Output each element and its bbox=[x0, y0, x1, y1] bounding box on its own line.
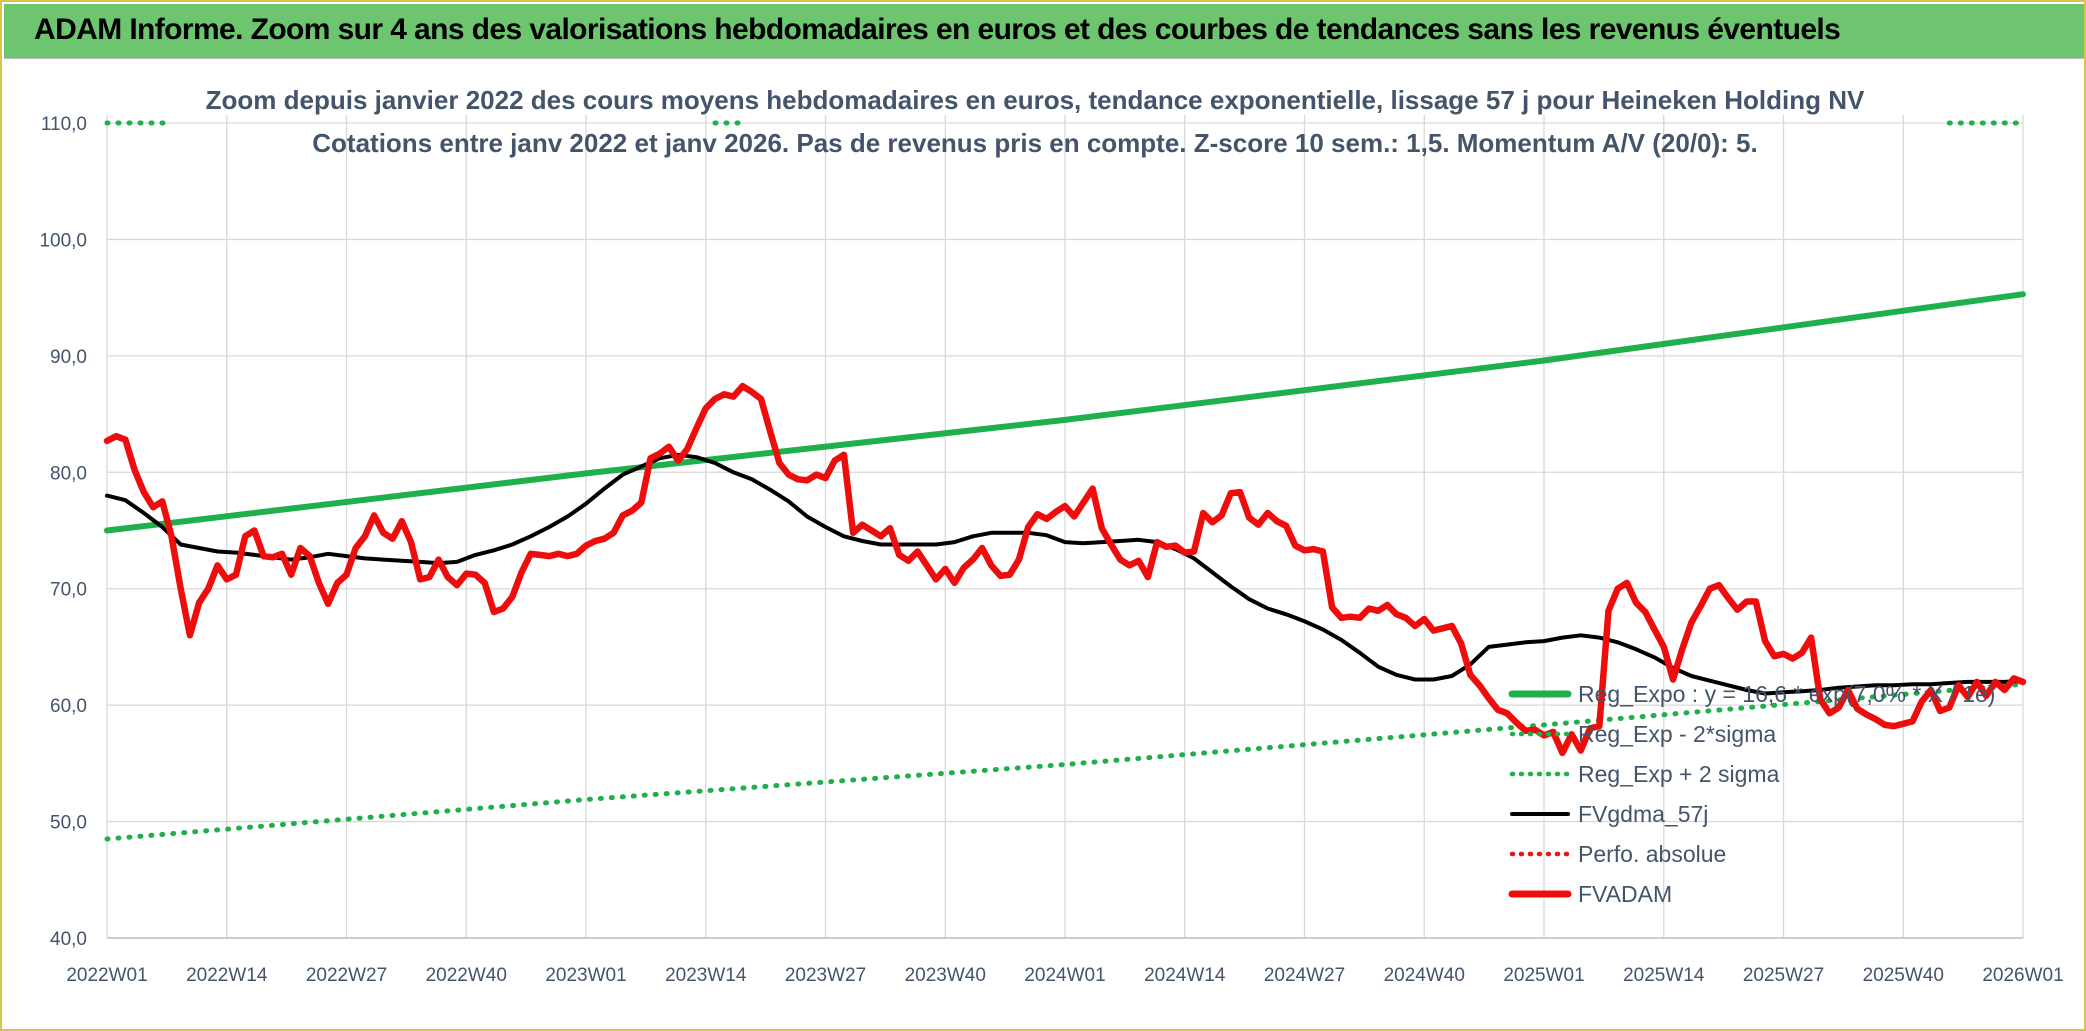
x-tick-label: 2024W40 bbox=[1384, 965, 1465, 986]
x-axis-tick-labels: 2022W01 2022W14 2022W27 2022W40 2023W01 2023W… bbox=[66, 965, 2063, 986]
y-tick-label: 70,0 bbox=[50, 580, 87, 601]
chart-gridlines bbox=[106, 115, 2024, 939]
series-line-fvgdma-57j bbox=[105, 452, 2025, 696]
x-tick-label: 2022W27 bbox=[306, 965, 387, 986]
x-tick-label: 2022W14 bbox=[186, 965, 268, 986]
x-tick-label: 2026W01 bbox=[1982, 965, 2063, 986]
chart-title: Zoom depuis janvier 2022 des cours moyen… bbox=[206, 85, 1865, 115]
x-tick-label: 2022W40 bbox=[426, 965, 507, 986]
y-tick-label: 40,0 bbox=[50, 929, 87, 950]
y-tick-label: 110,0 bbox=[41, 114, 87, 135]
y-axis-tick-labels: 40,0 50,0 60,0 70,0 80,0 90,0 100,0 110,0 bbox=[39, 114, 87, 950]
chart-subtitle: Cotations entre janv 2022 et janv 2026. … bbox=[312, 128, 1757, 158]
x-tick-label: 2023W14 bbox=[665, 965, 747, 986]
y-tick-label: 100,0 bbox=[39, 230, 87, 251]
x-tick-label: 2024W14 bbox=[1144, 965, 1226, 986]
chart-legend: Reg_Expo : y = 16,6 * exp(7,0% * X / 1e)… bbox=[1508, 681, 1995, 907]
x-tick-label: 2023W01 bbox=[545, 965, 626, 986]
legend-label: Reg_Expo : y = 16,6 * exp(7,0% * X / 1e) bbox=[1578, 681, 1995, 707]
y-tick-label: 80,0 bbox=[50, 463, 87, 484]
x-tick-label: 2025W14 bbox=[1623, 965, 1705, 986]
legend-label: FVgdma_57j bbox=[1578, 801, 1708, 827]
series-line-fvadam bbox=[103, 382, 2027, 757]
x-tick-label: 2025W01 bbox=[1503, 965, 1584, 986]
report-banner: ADAM Informe. Zoom sur 4 ans des valoris… bbox=[4, 4, 2084, 59]
legend-label: Reg_Exp - 2*sigma bbox=[1578, 721, 1776, 747]
series-line-reg-exp-2-sigma bbox=[104, 681, 2026, 842]
x-tick-label: 2025W40 bbox=[1863, 965, 1944, 986]
x-tick-label: 2022W01 bbox=[66, 965, 147, 986]
series-line-reg-expo-y-16-6-exp-7-0-x-1e bbox=[104, 291, 2026, 534]
y-tick-label: 60,0 bbox=[50, 696, 87, 717]
x-tick-label: 2024W27 bbox=[1264, 965, 1345, 986]
report-banner-title: ADAM Informe. Zoom sur 4 ans des valoris… bbox=[34, 13, 1841, 46]
x-tick-label: 2024W01 bbox=[1024, 965, 1105, 986]
x-tick-label: 2025W27 bbox=[1743, 965, 1824, 986]
y-tick-label: 90,0 bbox=[50, 347, 87, 368]
x-tick-label: 2023W40 bbox=[905, 965, 986, 986]
y-tick-label: 50,0 bbox=[50, 813, 87, 834]
legend-label: Reg_Exp + 2 sigma bbox=[1578, 761, 1780, 787]
legend-label: FVADAM bbox=[1578, 881, 1672, 907]
x-tick-label: 2023W27 bbox=[785, 965, 866, 986]
legend-label: Perfo. absolue bbox=[1578, 841, 1726, 867]
chart-series bbox=[103, 120, 2027, 842]
